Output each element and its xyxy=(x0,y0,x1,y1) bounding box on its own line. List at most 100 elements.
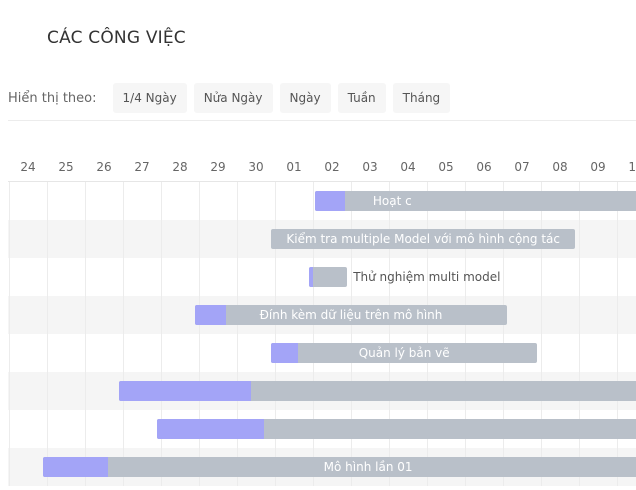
view-half-day-button[interactable]: Nửa Ngày xyxy=(193,83,273,113)
timeline-tick: 29 xyxy=(210,160,226,174)
grid-line xyxy=(47,258,48,296)
gantt-row: Kiểm tra multiple Model với mô hình cộng… xyxy=(8,220,636,258)
grid-line xyxy=(123,220,124,258)
grid-line xyxy=(47,296,48,334)
grid-line xyxy=(237,182,238,220)
grid-line xyxy=(199,220,200,258)
task-progress-fill xyxy=(119,381,252,401)
view-mode-bar: Hiển thị theo: 1/4 Ngày Nửa Ngày Ngày Tu… xyxy=(8,83,457,113)
task-progress-fill xyxy=(271,343,298,363)
gantt-row: Quản lý bản vẽ xyxy=(8,334,636,372)
view-day-button[interactable]: Ngày xyxy=(279,83,331,113)
task-progress-fill xyxy=(195,305,227,325)
view-month-button[interactable]: Tháng xyxy=(392,83,451,113)
grid-line xyxy=(389,258,390,296)
grid-line xyxy=(541,334,542,372)
timeline-tick: 28 xyxy=(172,160,188,174)
gantt-chart: Hoạt c Kiểm tra multiple Model với mô hìn… xyxy=(8,181,636,486)
grid-line xyxy=(123,296,124,334)
timeline-tick: 01 xyxy=(286,160,302,174)
grid-line xyxy=(427,258,428,296)
task-progress-fill xyxy=(43,457,109,477)
timeline-header: 24 25 26 27 28 29 30 01 02 03 04 05 06 07 08 09 10 xyxy=(0,160,636,174)
task-bar[interactable] xyxy=(157,419,636,439)
grid-line xyxy=(47,182,48,220)
grid-line xyxy=(9,410,10,448)
grid-line xyxy=(9,220,10,258)
grid-line xyxy=(237,258,238,296)
grid-line xyxy=(617,220,618,258)
grid-line xyxy=(9,334,10,372)
grid-line xyxy=(47,334,48,372)
grid-line xyxy=(275,258,276,296)
grid-line xyxy=(161,220,162,258)
grid-line xyxy=(85,296,86,334)
grid-line xyxy=(465,258,466,296)
grid-line xyxy=(85,372,86,410)
view-week-button[interactable]: Tuần xyxy=(337,83,386,113)
timeline-tick: 27 xyxy=(134,160,150,174)
grid-line xyxy=(199,258,200,296)
grid-line xyxy=(9,258,10,296)
grid-line xyxy=(617,296,618,334)
grid-line xyxy=(275,182,276,220)
grid-line xyxy=(617,258,618,296)
grid-line xyxy=(541,258,542,296)
grid-line xyxy=(47,220,48,258)
timeline-tick: 05 xyxy=(438,160,454,174)
task-progress-fill xyxy=(314,191,346,211)
grid-line xyxy=(237,334,238,372)
timeline-tick: 25 xyxy=(58,160,74,174)
task-progress-fill xyxy=(157,419,265,439)
timeline-tick: 30 xyxy=(248,160,264,174)
grid-line xyxy=(47,410,48,448)
timeline-tick: 03 xyxy=(362,160,378,174)
grid-line xyxy=(123,410,124,448)
task-bar[interactable] xyxy=(119,381,636,401)
gantt-row: Mô hình lần 01 xyxy=(8,448,636,486)
grid-line xyxy=(503,258,504,296)
grid-line xyxy=(9,448,10,486)
gantt-row: Hoạt c xyxy=(8,182,636,220)
timeline-tick: 08 xyxy=(552,160,568,174)
page-title: CÁC CÔNG VIỆC xyxy=(47,28,186,48)
task-bar[interactable]: Đính kèm dữ liệu trên mô hình xyxy=(195,305,507,325)
timeline-tick: 07 xyxy=(514,160,530,174)
timeline-tick: 02 xyxy=(324,160,340,174)
grid-line xyxy=(123,258,124,296)
task-label: Hoạt c xyxy=(372,194,412,208)
view-mode-label: Hiển thị theo: xyxy=(8,90,97,106)
grid-line xyxy=(85,334,86,372)
grid-line xyxy=(161,296,162,334)
gantt-row xyxy=(8,372,636,410)
grid-line xyxy=(351,258,352,296)
timeline-tick: 09 xyxy=(590,160,606,174)
gantt-row: Thử nghiệm multi model xyxy=(8,258,636,296)
task-label: Đính kèm dữ liệu trên mô hình xyxy=(259,308,443,322)
task-label: Quản lý bản vẽ xyxy=(358,346,450,360)
grid-line xyxy=(85,258,86,296)
task-label: Kiểm tra multiple Model với mô hình cộng… xyxy=(286,232,560,246)
grid-line xyxy=(199,334,200,372)
grid-line xyxy=(123,334,124,372)
task-bar[interactable]: Kiểm tra multiple Model với mô hình cộng… xyxy=(271,229,576,249)
task-bar[interactable] xyxy=(309,267,348,287)
task-bar[interactable]: Hoạt c xyxy=(314,191,636,211)
grid-line xyxy=(85,220,86,258)
timeline-tick: 26 xyxy=(96,160,112,174)
grid-line xyxy=(579,220,580,258)
grid-line xyxy=(313,182,314,220)
task-label: Thử nghiệm multi model xyxy=(353,270,501,284)
grid-line xyxy=(237,220,238,258)
grid-line xyxy=(85,182,86,220)
task-bar[interactable]: Quản lý bản vẽ xyxy=(271,343,538,363)
timeline-tick: 04 xyxy=(400,160,416,174)
grid-line xyxy=(47,372,48,410)
grid-line xyxy=(161,334,162,372)
timeline-tick: 24 xyxy=(20,160,36,174)
timeline-tick: 10 xyxy=(628,160,636,174)
task-bar[interactable]: Mô hình lần 01 xyxy=(43,457,636,477)
divider xyxy=(8,120,636,121)
view-quarter-day-button[interactable]: 1/4 Ngày xyxy=(112,83,187,113)
grid-line xyxy=(579,296,580,334)
